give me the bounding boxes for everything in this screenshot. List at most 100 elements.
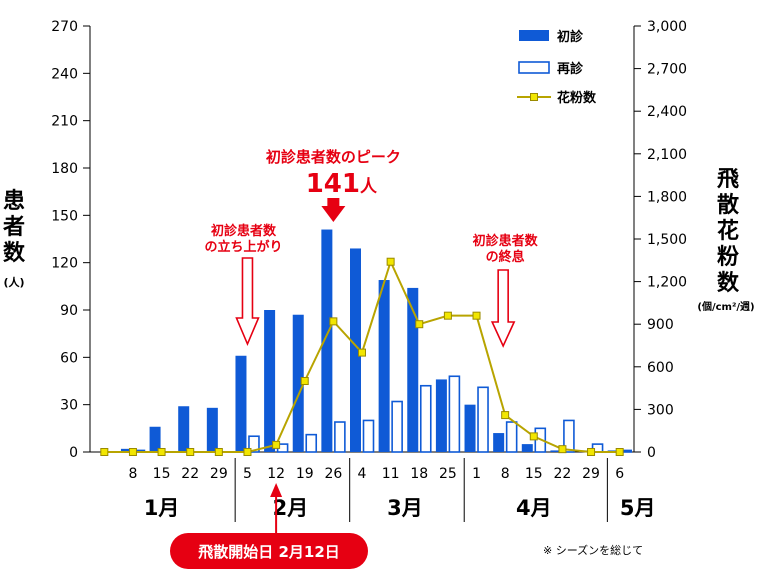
left-tick-label: 210: [51, 114, 78, 130]
left-tick-label: 30: [60, 398, 78, 414]
rise-annotation-2: の立ち上がり: [204, 239, 282, 255]
bar-first-visit: [350, 248, 361, 452]
x-tick-label: 11: [382, 466, 400, 482]
bar-first-visit: [464, 404, 476, 452]
x-tick-label: 12: [267, 466, 285, 482]
pollen-marker: [501, 411, 510, 420]
pollen-marker: [157, 448, 166, 456]
left-tick-label: 270: [51, 19, 78, 35]
bar-revisit: [419, 384, 432, 453]
legend-first-visit-swatch: [519, 30, 549, 41]
left-tick-label: 90: [60, 303, 78, 319]
right-axis-title-char: 粉: [717, 245, 739, 270]
pollen-marker: [214, 448, 223, 456]
x-tick-label: 19: [296, 466, 314, 482]
bar-first-visit: [493, 433, 505, 452]
bar-first-visit: [321, 229, 333, 452]
left-axis-title-char: 患: [3, 188, 25, 214]
bar-revisit: [248, 435, 260, 453]
left-tick-label: 150: [51, 208, 78, 224]
right-tick-label: 3,000: [647, 19, 687, 35]
left-tick-label: 120: [51, 256, 78, 272]
x-tick-label: 5: [243, 466, 252, 482]
right-axis-title-char: 花: [717, 218, 739, 244]
x-tick-label: 29: [582, 466, 600, 482]
pollen-marker: [186, 448, 195, 456]
bar-revisit: [305, 433, 318, 453]
pollen-start-date-badge: 飛散開始日 2月12日: [170, 533, 368, 569]
pollen-marker: [329, 317, 338, 326]
bar-revisit: [505, 421, 518, 453]
left-tick-label: 180: [51, 161, 78, 177]
x-tick-label: 26: [324, 466, 342, 482]
x-tick-label: 25: [439, 466, 457, 482]
peak-value: 141人: [306, 169, 378, 199]
bar-first-visit: [435, 379, 447, 452]
x-tick-label: 6: [615, 466, 624, 482]
pollen-marker: [587, 448, 596, 456]
legend-pollen-marker: [530, 93, 538, 101]
bar-first-visit: [178, 406, 190, 452]
bar-first-visit: [264, 310, 276, 452]
pollen-marker: [558, 445, 567, 454]
pollen-marker: [128, 448, 137, 456]
bar-revisit: [563, 419, 575, 453]
pollen-marker: [443, 311, 452, 320]
peak-annotation: 初診患者数のピーク: [266, 148, 401, 166]
bar-first-visit: [149, 426, 161, 452]
x-tick-label: 22: [554, 466, 572, 482]
pollen-marker: [100, 448, 109, 456]
end-annotation-2: の終息: [486, 249, 525, 265]
bar-first-visit: [292, 314, 304, 452]
right-axis-unit: (個/cm²/週): [697, 300, 754, 313]
pollen-marker: [386, 257, 395, 266]
bar-first-visit: [378, 280, 390, 452]
x-tick-label: 8: [128, 466, 137, 482]
right-axis-title-char: 飛: [717, 167, 739, 192]
right-tick-label: 2,700: [647, 62, 687, 78]
pollen-marker: [300, 377, 309, 385]
right-tick-label: 600: [647, 360, 674, 376]
pollen-marker: [272, 440, 281, 449]
month-label: 1月: [144, 496, 180, 520]
pollen-marker: [358, 348, 366, 357]
legend-revisit-swatch: [518, 61, 550, 74]
legend-first-visit-label: 初診: [557, 29, 584, 45]
right-tick-label: 900: [647, 317, 674, 333]
left-tick-label: 60: [60, 350, 78, 366]
bar-revisit: [391, 400, 403, 453]
right-axis-title-char: 数: [717, 270, 740, 296]
x-tick-label: 4: [358, 466, 367, 482]
pollen-marker: [615, 448, 624, 456]
right-tick-label: 0: [647, 445, 656, 461]
month-label: 3月: [387, 496, 423, 520]
x-tick-label: 15: [525, 466, 543, 482]
month-label: 2月: [273, 496, 309, 520]
right-tick-label: 2,400: [647, 104, 687, 120]
peak-arrow: [321, 198, 346, 222]
legend-revisit-label: 再診: [557, 61, 584, 77]
bar-first-visit: [206, 407, 218, 452]
start-date-arrow-head: [270, 483, 283, 497]
right-tick-label: 300: [647, 402, 674, 418]
right-axis-title-char: 散: [717, 193, 740, 218]
season-note: ※ シーズンを総じて: [543, 544, 644, 557]
x-tick-label: 8: [501, 466, 510, 482]
left-axis-title-char: 数: [3, 240, 26, 266]
x-tick-label: 15: [153, 466, 171, 482]
right-tick-label: 1,500: [647, 232, 687, 248]
end-annotation-1: 初診患者数: [473, 233, 539, 249]
pollen-marker: [472, 311, 481, 320]
pollen-marker: [243, 448, 252, 456]
x-tick-label: 1: [472, 466, 481, 482]
rise-arrow: [235, 257, 260, 347]
bar-revisit: [477, 386, 489, 453]
left-axis-unit: (人): [3, 275, 24, 289]
bar-revisit: [334, 421, 346, 453]
bar-first-visit: [550, 450, 562, 452]
right-tick-label: 1,800: [647, 189, 687, 205]
bar-first-visit: [521, 444, 533, 452]
rise-annotation-1: 初診患者数: [211, 223, 277, 239]
right-tick-label: 2,100: [647, 147, 687, 163]
